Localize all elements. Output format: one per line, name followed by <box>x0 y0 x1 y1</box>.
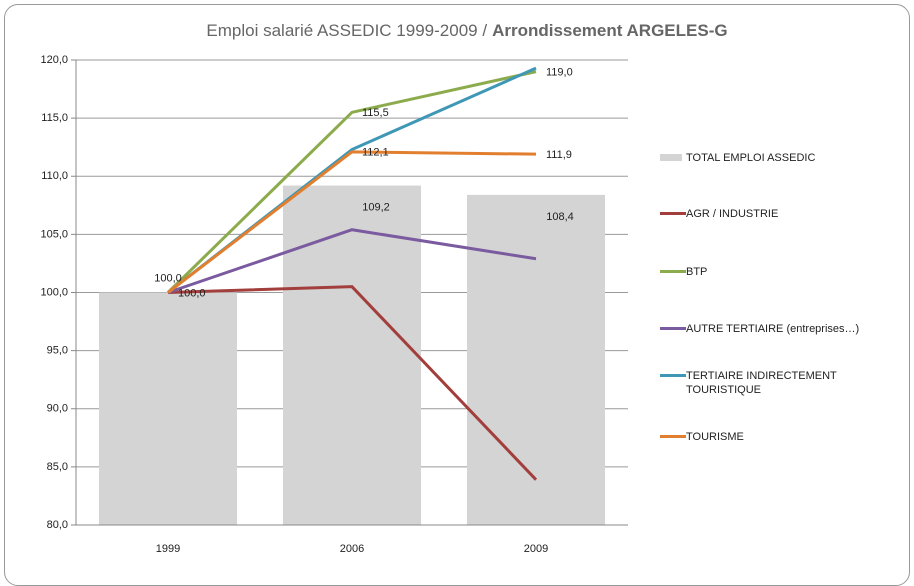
title-part: Arrondissement ARGELES-G <box>492 21 728 40</box>
legend-item: TOURISME <box>660 430 900 444</box>
x-tick-label: 2009 <box>524 543 548 555</box>
chart: Emploi salarié ASSEDIC 1999-2009 / Arrond… <box>40 21 727 555</box>
legend-label: TOURISME <box>686 431 744 443</box>
value-label: 100,0 <box>154 272 182 284</box>
bar <box>467 194 605 525</box>
line <box>167 228 537 294</box>
value-label: 111,9 <box>546 149 572 161</box>
y-tick-label: 80,0 <box>47 519 68 531</box>
chart-title: Emploi salarié ASSEDIC 1999-2009 / Arrond… <box>206 21 727 40</box>
y-tick-label: 120,0 <box>40 54 68 66</box>
value-label: 115,5 <box>362 107 389 119</box>
legend-swatch <box>660 435 686 438</box>
y-tick-label: 95,0 <box>47 345 68 357</box>
legend-swatch <box>660 270 686 273</box>
line <box>167 285 538 481</box>
y-tick-label: 85,0 <box>47 461 68 473</box>
x-tick-label: 1999 <box>156 543 180 555</box>
bar <box>283 185 421 526</box>
legend-label: TERTIAIRE INDIRECTEMENT TOURISTIQUE <box>686 370 837 396</box>
legend-item: AGR / INDUSTRIE <box>660 207 900 221</box>
legend-item: BTP <box>660 265 900 279</box>
legend-swatch <box>660 212 686 215</box>
page: Emploi salarié ASSEDIC 1999-2009 / Arrond… <box>4 4 910 586</box>
line <box>166 70 537 294</box>
y-tick-label: 90,0 <box>47 403 68 415</box>
value-label: 112,1 <box>362 147 389 159</box>
y-tick-label: 115,0 <box>41 112 68 124</box>
legend-swatch <box>660 327 686 330</box>
legend-label: BTP <box>686 266 708 278</box>
value-label: 108,4 <box>546 211 574 223</box>
value-label: 109,2 <box>362 201 390 213</box>
value-label: 119,0 <box>546 67 573 79</box>
legend-swatch <box>660 154 682 161</box>
legend-label: TOTAL EMPLOI ASSEDIC <box>686 152 816 164</box>
legend-swatch <box>660 374 686 377</box>
legend-label: AGR / INDUSTRIE <box>686 208 779 220</box>
y-tick-label: 110,0 <box>41 170 68 182</box>
x-tick-label: 2006 <box>340 543 364 555</box>
title-part: Emploi salarié ASSEDIC 1999-2009 / <box>206 21 487 40</box>
y-tick-label: 100,0 <box>40 286 68 298</box>
y-tick-label: 105,0 <box>40 228 68 240</box>
legend-item: AUTRE TERTIAIRE (entreprises…) <box>660 322 900 336</box>
value-label: 100,0 <box>178 287 206 299</box>
legend-label: AUTRE TERTIAIRE (entreprises…) <box>686 323 860 335</box>
legend-item: TOTAL EMPLOI ASSEDIC <box>660 151 900 165</box>
line <box>167 150 537 294</box>
bar <box>99 292 237 525</box>
legend-item: TERTIAIRE INDIRECTEMENT TOURISTIQUE <box>660 369 900 397</box>
